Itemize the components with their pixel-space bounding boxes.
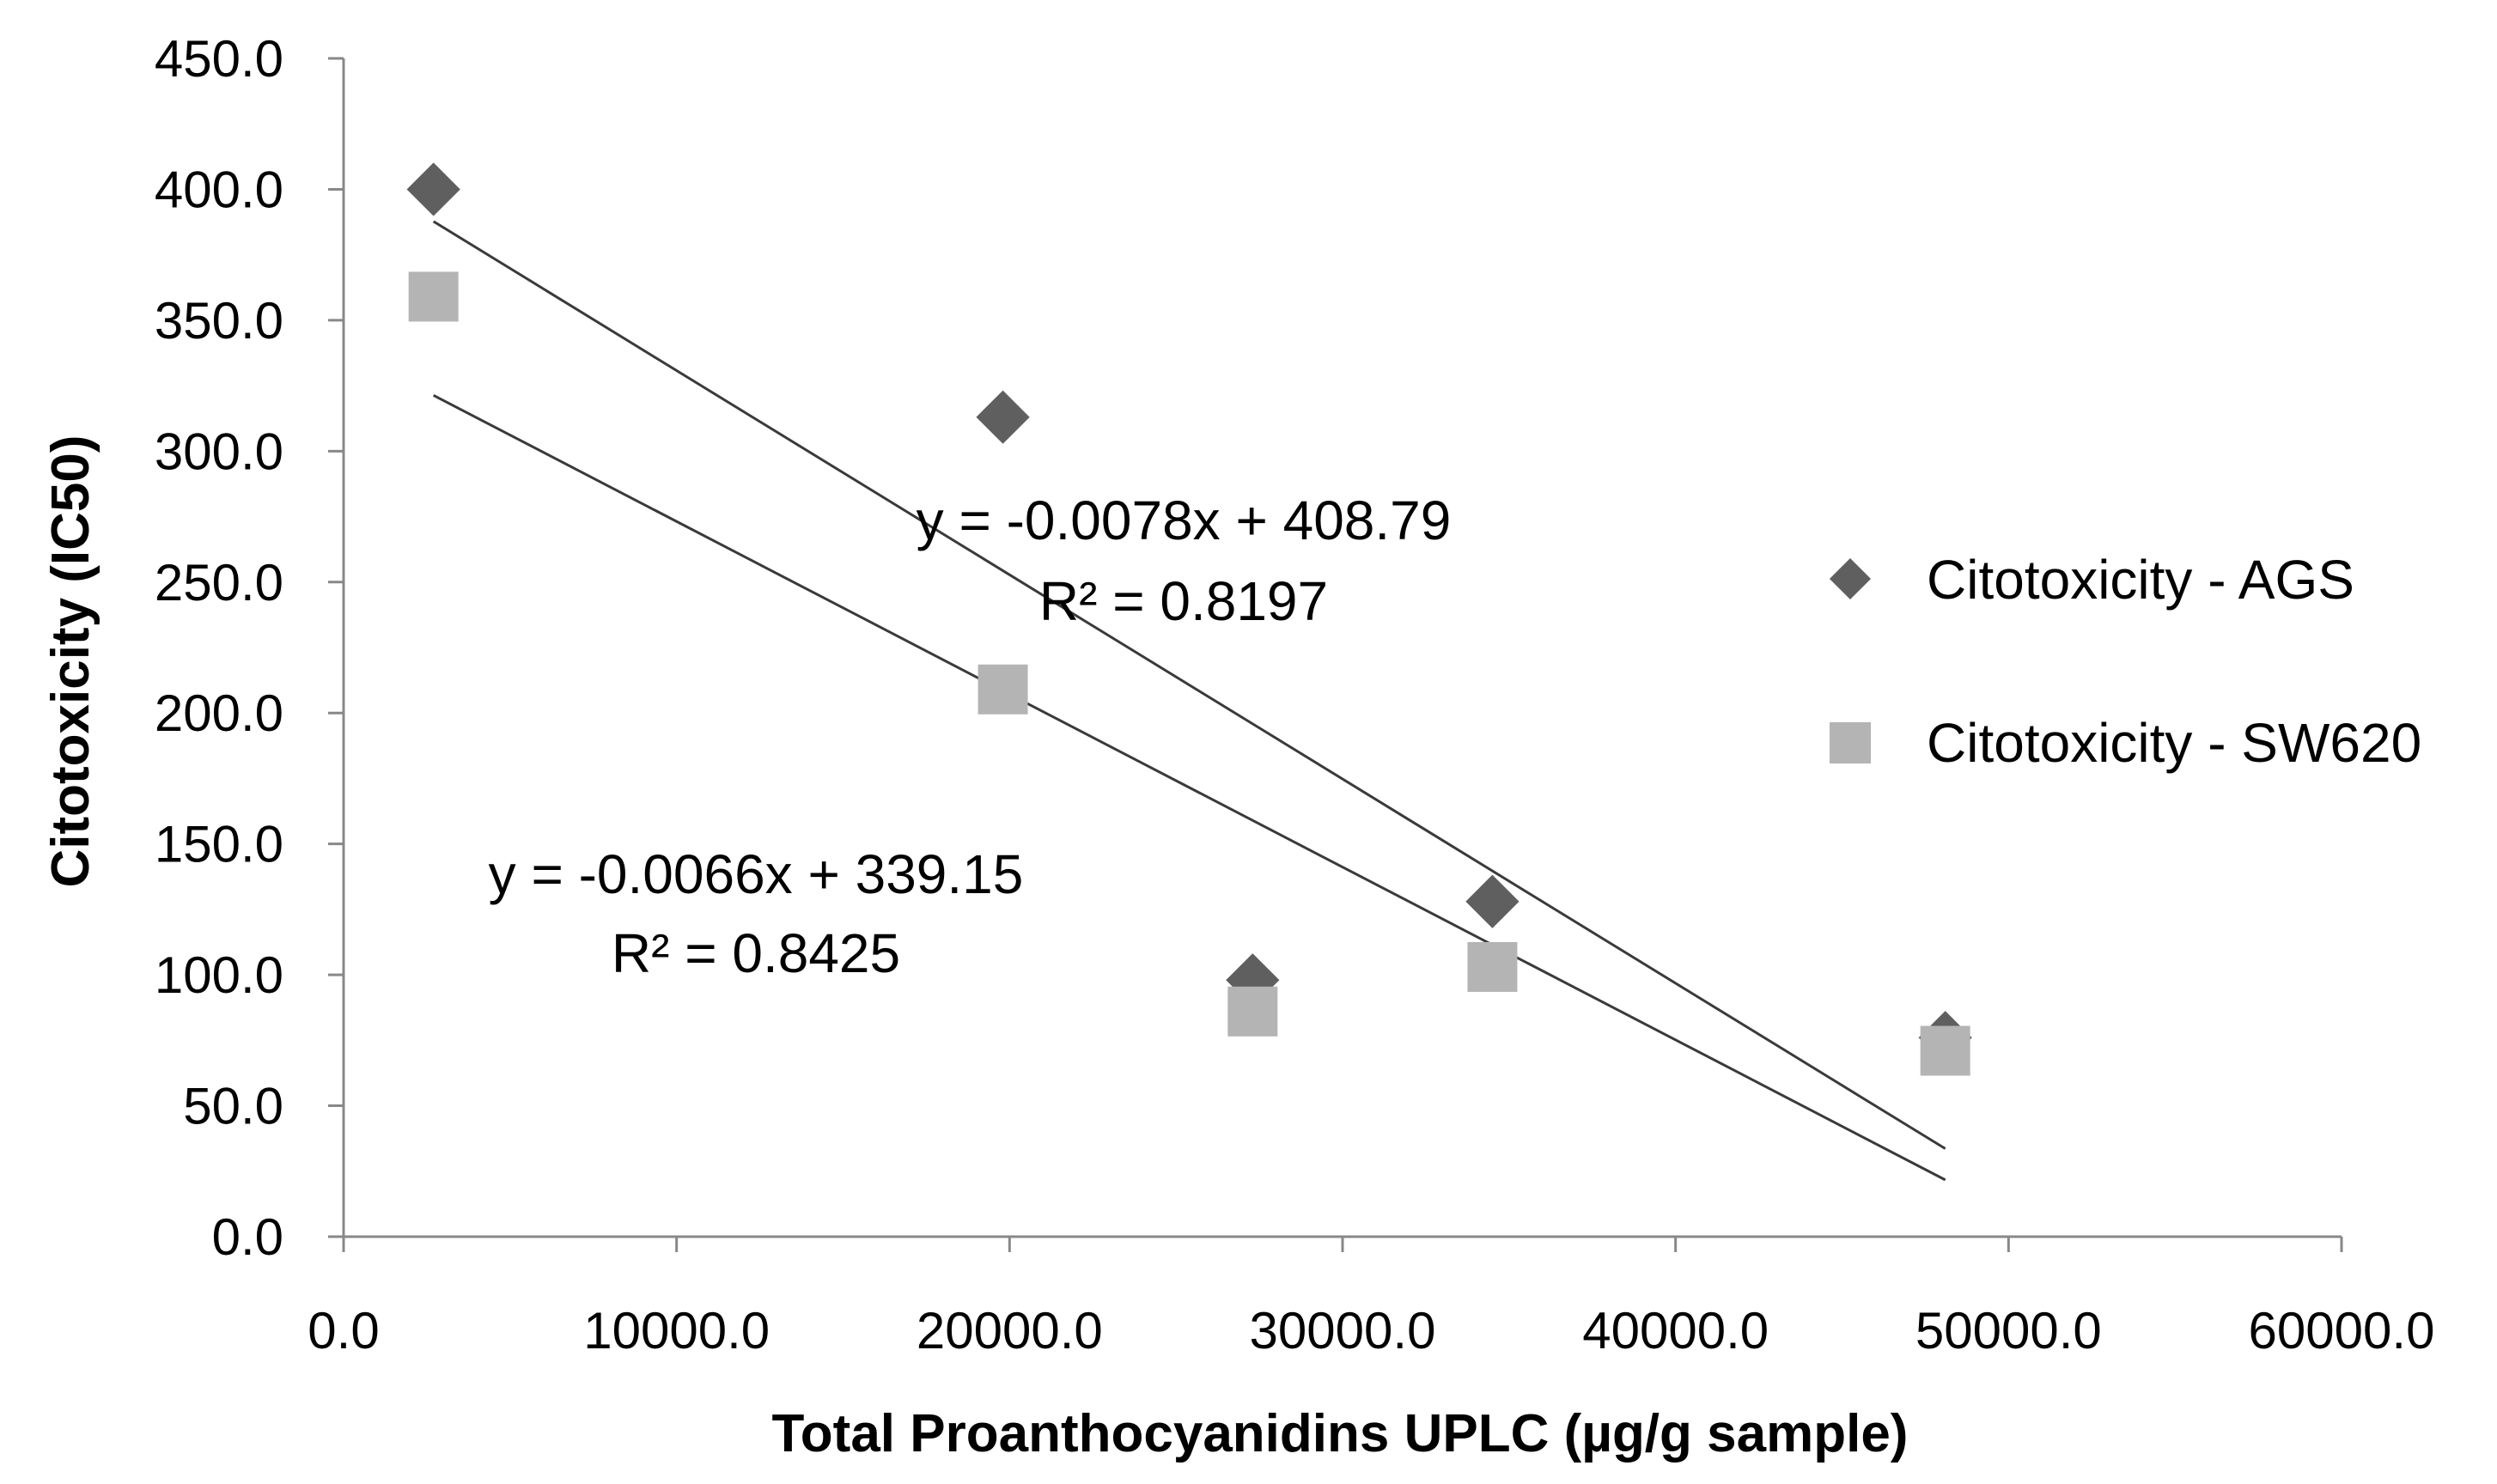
y-tick-label: 200.0 — [155, 684, 283, 742]
y-tick-label: 50.0 — [183, 1078, 283, 1135]
data-point-sw620 — [1227, 986, 1278, 1037]
legend-marker-sw620 — [1830, 722, 1871, 763]
data-point-sw620 — [1467, 941, 1518, 992]
r2-ags: R² = 0.8197 — [1039, 570, 1328, 632]
legend: Citotoxicity - AGS Citotoxicity - SW620 — [1829, 549, 2421, 774]
legend-marker-ags — [1829, 557, 1872, 600]
legend-label-sw620: Citotoxicity - SW620 — [1927, 712, 2421, 774]
legend-item-ags: Citotoxicity - AGS — [1829, 549, 2354, 611]
r2-sw620: R² = 0.8425 — [612, 922, 900, 984]
y-tick-label: 250.0 — [155, 554, 283, 611]
x-tick-label: 60000.0 — [2249, 1302, 2435, 1359]
x-axis-title: Total Proanthocyanidins UPLC (µg/g sampl… — [772, 1404, 1909, 1463]
y-tick-label: 350.0 — [155, 292, 283, 350]
equation-ags: y = -0.0078x + 408.79 — [917, 490, 1452, 551]
y-tick-label: 100.0 — [155, 946, 283, 1004]
y-tick-label: 300.0 — [155, 423, 283, 480]
data-point-ags — [976, 390, 1030, 444]
y-axis-title: Citotoxicity (IC50) — [41, 435, 100, 887]
ticks: 0.0 50.0 100.0 150.0 200.0 250.0 300.0 350.0 400… — [155, 30, 2435, 1359]
trendline-sw620 — [432, 393, 1946, 1182]
x-tick-label: 20000.0 — [917, 1302, 1103, 1359]
data-point-sw620 — [977, 664, 1028, 715]
data-point-sw620 — [1920, 1025, 1970, 1076]
x-tick-label: 40000.0 — [1582, 1302, 1769, 1359]
trendline-equations: y = -0.0078x + 408.79 R² = 0.8197 y = -0… — [489, 490, 1452, 984]
trendlines — [432, 220, 1946, 1182]
y-tick-label: 450.0 — [155, 30, 283, 88]
x-tick-label: 30000.0 — [1250, 1302, 1436, 1359]
y-tick-label: 400.0 — [155, 161, 283, 218]
data-point-sw620 — [408, 271, 459, 322]
x-tick-label: 50000.0 — [1915, 1302, 2102, 1359]
equation-sw620: y = -0.0066x + 339.15 — [489, 843, 1024, 905]
legend-label-ags: Citotoxicity - AGS — [1927, 549, 2354, 611]
y-tick-label: 150.0 — [155, 816, 283, 873]
data-point-ags — [406, 162, 460, 216]
trendline-ags — [432, 220, 1946, 1150]
legend-item-sw620: Citotoxicity - SW620 — [1830, 712, 2421, 774]
x-tick-label: 0.0 — [308, 1302, 379, 1359]
axes — [342, 58, 2342, 1238]
x-tick-label: 10000.0 — [583, 1302, 770, 1359]
y-tick-label: 0.0 — [212, 1208, 283, 1266]
